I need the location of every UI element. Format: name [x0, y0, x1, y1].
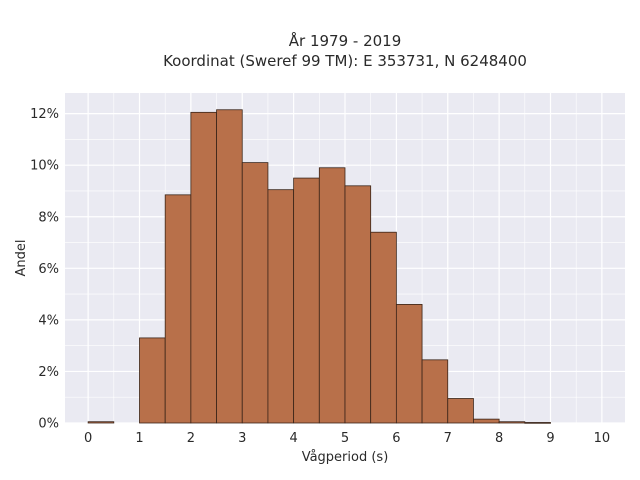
- x-tick-label: 1: [135, 431, 143, 446]
- y-tick-label: 10%: [30, 159, 59, 174]
- histogram-bar: [87, 421, 115, 424]
- histogram-bar: [395, 304, 423, 424]
- x-tick-label: 4: [289, 431, 297, 446]
- y-tick-label: 6%: [38, 262, 59, 277]
- y-tick-label: 0%: [38, 417, 59, 432]
- histogram-bar: [293, 177, 320, 424]
- chart-title: År 1979 - 2019: [289, 31, 402, 50]
- histogram-bar: [344, 185, 372, 424]
- x-tick-label: 9: [546, 431, 554, 446]
- histogram-bar: [216, 109, 243, 424]
- x-tick-label: 2: [187, 431, 195, 446]
- histogram-bar: [498, 421, 526, 424]
- x-tick-label: 7: [444, 431, 452, 446]
- histogram-bar: [318, 167, 346, 424]
- y-tick-label: 8%: [38, 210, 59, 225]
- histogram-bar: [241, 162, 269, 424]
- x-tick-label: 8: [495, 431, 503, 446]
- x-tick-label: 3: [238, 431, 246, 446]
- y-axis-ticks: 0% 2% 4% 6% 8% 10% 12%: [30, 107, 59, 431]
- histogram-bar: [421, 359, 449, 424]
- histogram-bar: [447, 398, 474, 424]
- histogram-bar: [524, 422, 551, 424]
- x-tick-label: 6: [392, 431, 400, 446]
- bars: [87, 109, 551, 424]
- y-tick-label: 12%: [30, 107, 59, 122]
- chart-subtitle: Koordinat (Sweref 99 TM): E 353731, N 62…: [163, 52, 527, 70]
- histogram-bar: [473, 418, 500, 424]
- x-tick-label: 5: [341, 431, 349, 446]
- y-tick-label: 2%: [38, 365, 59, 380]
- histogram-bar: [190, 111, 217, 424]
- y-tick-label: 4%: [38, 313, 59, 328]
- histogram-bar: [164, 194, 192, 424]
- histogram-bar: [267, 189, 295, 424]
- x-tick-label: 10: [594, 431, 611, 446]
- histogram-bar: [370, 231, 397, 424]
- x-axis-label: Vågperiod (s): [302, 450, 389, 465]
- y-axis-label: Andel: [14, 240, 29, 277]
- x-tick-label: 0: [84, 431, 92, 446]
- x-axis-ticks: 0 1 2 3 4 5 6 7 8 9 10: [84, 431, 610, 446]
- histogram-bar: [139, 337, 166, 424]
